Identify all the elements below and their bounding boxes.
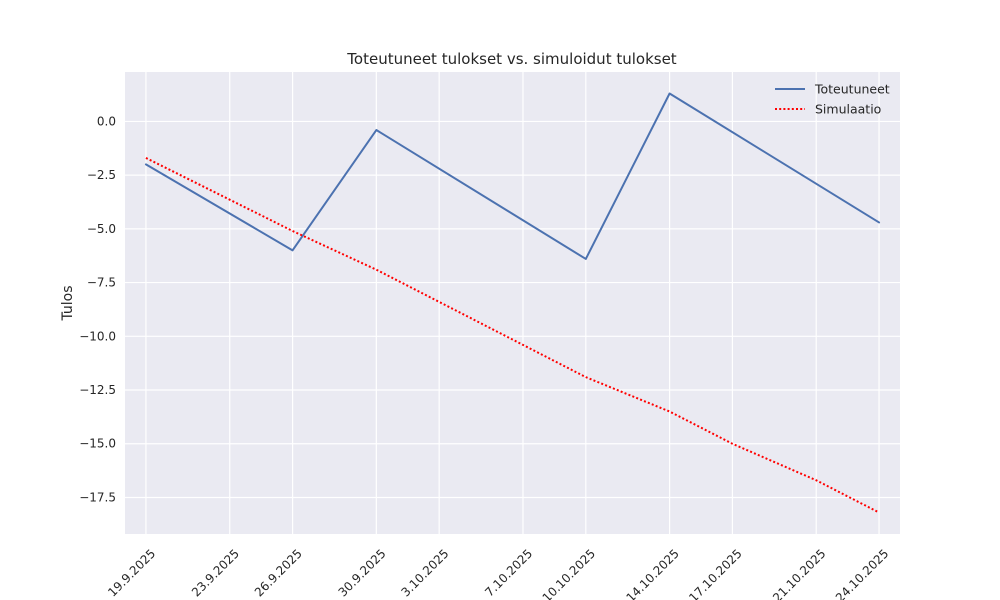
x-tick-label: 14.10.2025: [623, 546, 681, 600]
x-tick-label: 3.10.2025: [398, 546, 451, 599]
legend-label: Simulaatio: [815, 102, 881, 117]
y-tick-label: 0.0: [97, 114, 116, 128]
y-tick-label: −7.5: [87, 276, 116, 290]
x-tick-label: 19.9.2025: [105, 546, 158, 599]
x-tick-label: 24.10.2025: [833, 546, 891, 600]
y-tick-label: −12.5: [79, 383, 116, 397]
x-tick-label: 10.10.2025: [540, 546, 598, 600]
y-tick-label: −17.5: [79, 490, 116, 504]
y-tick-label: −10.0: [79, 329, 116, 343]
x-tick-label: 30.9.2025: [336, 546, 389, 599]
y-axis-ticks: 0.0 −2.5 −5.0 −7.5 −10.0 −12.5 −15.0 −17.5: [79, 114, 116, 504]
x-tick-label: 21.10.2025: [770, 546, 828, 600]
x-tick-label: 7.10.2025: [482, 546, 535, 599]
legend: Toteutuneet Simulaatio: [775, 82, 890, 117]
legend-label: Toteutuneet: [814, 82, 890, 97]
y-tick-label: −2.5: [87, 168, 116, 182]
series-layer: [144, 92, 881, 514]
x-tick-label: 23.9.2025: [189, 546, 242, 599]
chart-title: Toteutuneet tulokset vs. simuloidut tulo…: [346, 50, 677, 68]
grid: [125, 72, 900, 534]
x-tick-label: 26.9.2025: [252, 546, 305, 599]
x-axis-ticks: 19.9.2025 23.9.2025 26.9.2025 30.9.2025 3.10…: [105, 546, 891, 600]
y-tick-label: −15.0: [79, 437, 116, 451]
series-line-toteutuneet: [144, 92, 881, 260]
x-tick-label: 17.10.2025: [686, 546, 744, 600]
y-tick-label: −5.0: [87, 222, 116, 236]
y-axis-label: Tulos: [60, 285, 76, 321]
plot-background: [125, 72, 900, 534]
